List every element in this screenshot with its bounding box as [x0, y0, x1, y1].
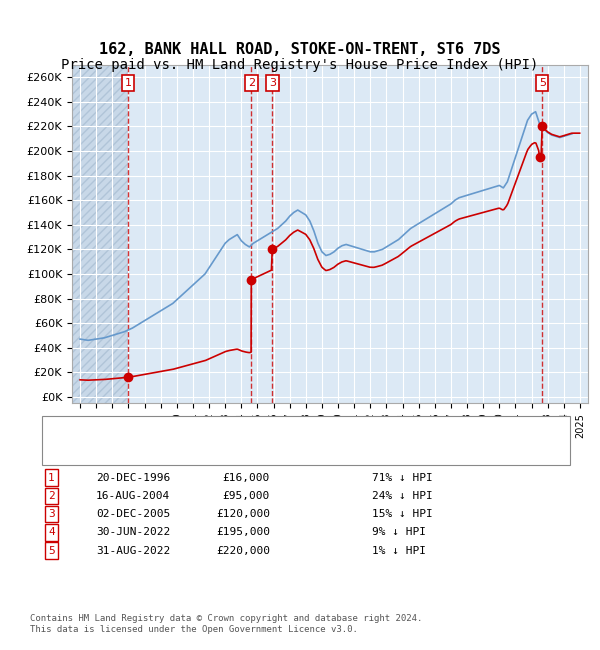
Text: 4: 4 [48, 527, 55, 538]
Text: £95,000: £95,000 [223, 491, 270, 501]
Text: 16-AUG-2004: 16-AUG-2004 [96, 491, 170, 501]
Text: 2: 2 [248, 78, 255, 88]
Text: 1: 1 [124, 78, 131, 88]
Text: 3: 3 [48, 509, 55, 519]
Text: 71% ↓ HPI: 71% ↓ HPI [372, 473, 433, 483]
Text: 2: 2 [48, 491, 55, 501]
Text: Price paid vs. HM Land Registry's House Price Index (HPI): Price paid vs. HM Land Registry's House … [61, 58, 539, 73]
Text: 162, BANK HALL ROAD, STOKE-ON-TRENT, ST6 7DS (detached house): 162, BANK HALL ROAD, STOKE-ON-TRENT, ST6… [96, 419, 477, 430]
Text: 5: 5 [48, 545, 55, 556]
Text: 31-AUG-2022: 31-AUG-2022 [96, 545, 170, 556]
Text: £195,000: £195,000 [216, 527, 270, 538]
Text: 3: 3 [269, 78, 276, 88]
Text: £16,000: £16,000 [223, 473, 270, 483]
Text: 20-DEC-1996: 20-DEC-1996 [96, 473, 170, 483]
Text: Contains HM Land Registry data © Crown copyright and database right 2024.
This d: Contains HM Land Registry data © Crown c… [30, 614, 422, 634]
Text: 15% ↓ HPI: 15% ↓ HPI [372, 509, 433, 519]
Text: ───: ─── [66, 445, 96, 458]
Bar [72, 65, 128, 403]
Text: 1% ↓ HPI: 1% ↓ HPI [372, 545, 426, 556]
Text: HPI: Average price, detached house, Stoke-on-Trent: HPI: Average price, detached house, Stok… [96, 447, 409, 457]
Text: 30-JUN-2022: 30-JUN-2022 [96, 527, 170, 538]
Text: £220,000: £220,000 [216, 545, 270, 556]
Text: 1: 1 [48, 473, 55, 483]
Text: 162, BANK HALL ROAD, STOKE-ON-TRENT, ST6 7DS: 162, BANK HALL ROAD, STOKE-ON-TRENT, ST6… [99, 42, 501, 57]
Text: 24% ↓ HPI: 24% ↓ HPI [372, 491, 433, 501]
Text: 02-DEC-2005: 02-DEC-2005 [96, 509, 170, 519]
Text: £120,000: £120,000 [216, 509, 270, 519]
Text: 9% ↓ HPI: 9% ↓ HPI [372, 527, 426, 538]
Text: 5: 5 [539, 78, 546, 88]
Text: ───: ─── [66, 418, 96, 431]
